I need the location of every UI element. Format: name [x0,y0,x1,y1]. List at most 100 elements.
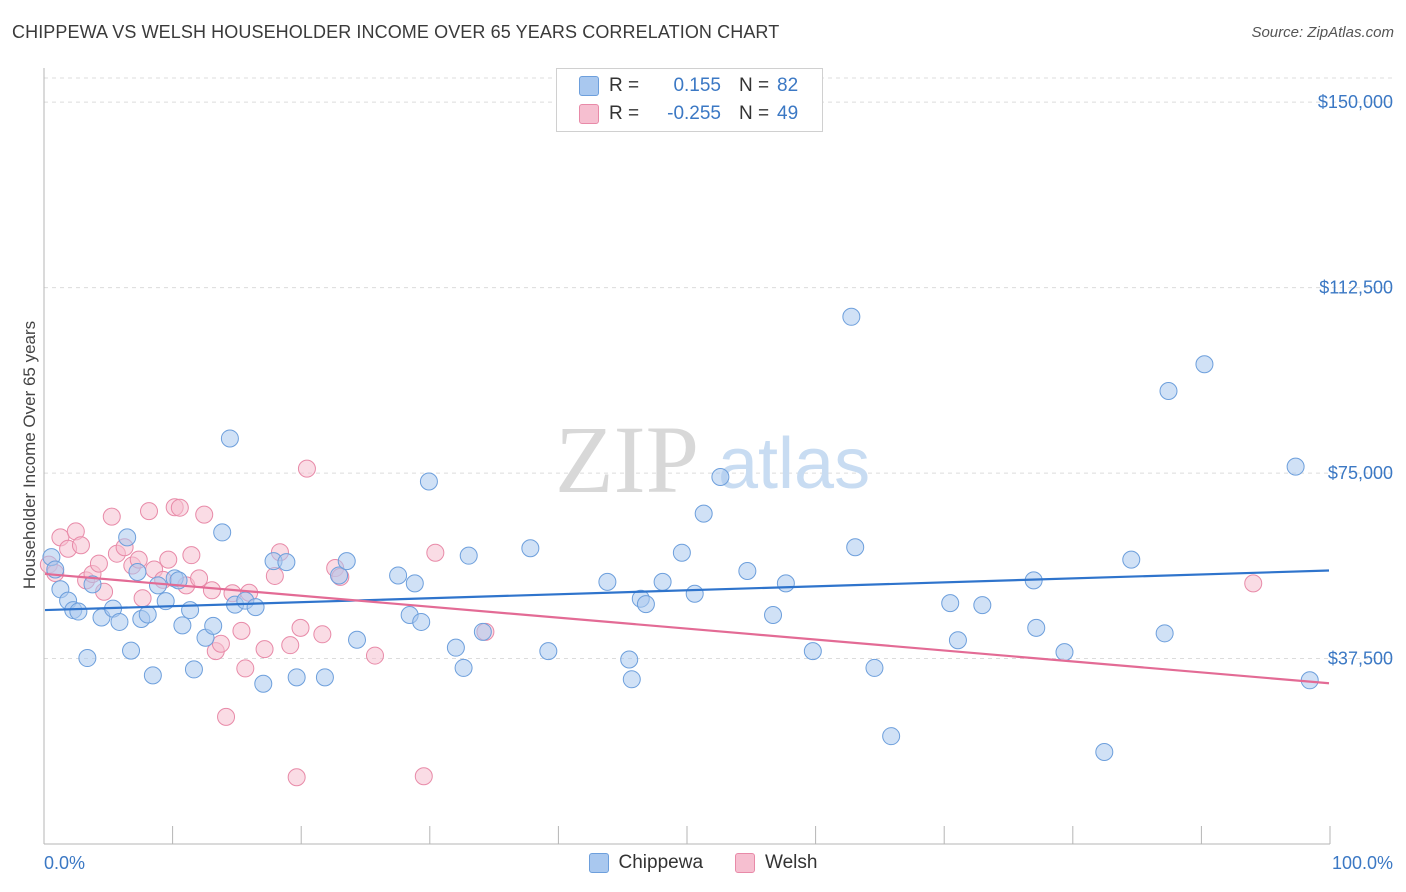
chippewa-point[interactable] [1155,624,1174,643]
welsh-point[interactable] [291,618,310,637]
welsh-point[interactable] [211,634,230,653]
legend-item-chippewa[interactable]: Chippewa [588,852,704,874]
legend-label: Chippewa [618,852,704,873]
chippewa-point[interactable] [1095,743,1114,762]
chippewa-point[interactable] [672,543,691,562]
chippewa-point[interactable] [405,574,424,593]
chippewa-trend-line [44,569,1330,612]
chippewa-point[interactable] [143,666,162,685]
chippewa-point[interactable] [220,429,239,448]
welsh-point[interactable] [281,636,300,655]
legend-item-welsh[interactable]: Welsh [735,852,817,874]
welsh-point[interactable] [236,659,255,678]
welsh-point[interactable] [313,625,332,644]
chippewa-point[interactable] [148,576,167,595]
chippewa-point[interactable] [78,649,97,668]
chippewa-point[interactable] [348,630,367,649]
chippewa-point[interactable] [711,468,730,487]
chippewa-point[interactable] [1055,643,1074,662]
chippewa-point[interactable] [337,552,356,571]
chippewa-point[interactable] [1159,381,1178,400]
chippewa-point[interactable] [1195,355,1214,374]
welsh-point[interactable] [1244,574,1263,593]
welsh-point[interactable] [182,546,201,565]
chippewa-point[interactable] [173,616,192,635]
welsh-point[interactable] [365,646,384,665]
welsh-point[interactable] [190,569,209,588]
chippewa-point[interactable] [315,668,334,687]
welsh-point[interactable] [71,536,90,555]
chippewa-point[interactable] [118,528,137,547]
axes [43,68,1331,845]
chippewa-point[interactable] [865,658,884,677]
chippewa-point[interactable] [473,622,492,641]
chippewa-point[interactable] [128,562,147,581]
chippewa-point[interactable] [254,674,273,693]
chippewa-point[interactable] [330,566,349,585]
n-label: N = [739,75,770,96]
y-tick-label: $112,500 [1319,278,1393,298]
chippewa-point[interactable] [764,606,783,625]
chippewa-point[interactable] [83,575,102,594]
welsh-point[interactable] [255,640,274,659]
chippewa-point[interactable] [204,616,223,635]
chippewa-point[interactable] [738,561,757,580]
chippewa-point[interactable] [419,472,438,491]
chippewa-point[interactable] [454,658,473,677]
welsh-point[interactable] [287,768,306,787]
chippewa-point[interactable] [941,594,960,613]
chippewa-point[interactable] [277,553,296,572]
chippewa-point[interactable] [122,641,141,660]
welsh-point[interactable] [202,581,221,600]
chippewa-point[interactable] [389,566,408,585]
series-legend: Chippewa Welsh [0,852,1406,874]
chippewa-point[interactable] [694,504,713,523]
chippewa-point[interactable] [620,650,639,669]
chippewa-point[interactable] [803,642,822,661]
chippewa-point[interactable] [287,668,306,687]
chippewa-point[interactable] [69,602,88,621]
welsh-point[interactable] [102,507,121,526]
chippewa-point[interactable] [653,572,672,591]
chippewa-point[interactable] [539,642,558,661]
chippewa-point[interactable] [184,660,203,679]
welsh-point[interactable] [414,767,433,786]
chippewa-point[interactable] [598,572,617,591]
chippewa-point[interactable] [622,670,641,689]
chippewa-point[interactable] [521,539,540,558]
chippewa-point[interactable] [446,638,465,657]
welsh-point[interactable] [159,550,178,569]
chippewa-point[interactable] [882,727,901,746]
welsh-point[interactable] [297,459,316,478]
chippewa-point[interactable] [842,307,861,326]
welsh-point[interactable] [195,505,214,524]
chippewa-point[interactable] [412,612,431,631]
trend-lines [44,569,1330,685]
n-value: 82 [777,75,799,96]
tick-labels: $37,500 $75,000 $112,500 $150,000 0.0% 100.0% [44,92,1393,873]
legend-row-chippewa: R = 0.155 N = 82 [579,73,798,99]
chippewa-point[interactable] [685,584,704,603]
chippewa-point[interactable] [138,605,157,624]
welsh-point[interactable] [170,498,189,517]
chippewa-point[interactable] [459,546,478,565]
welsh-point[interactable] [89,554,108,573]
chippewa-point[interactable] [246,598,265,617]
chippewa-point[interactable] [636,595,655,614]
welsh-point[interactable] [217,707,236,726]
y-tick-label: $37,500 [1328,649,1393,669]
chippewa-point[interactable] [948,631,967,650]
chippewa-point[interactable] [181,601,200,620]
chippewa-point[interactable] [1122,550,1141,569]
chippewa-point[interactable] [776,574,795,593]
chippewa-point[interactable] [1027,618,1046,637]
welsh-point[interactable] [140,502,159,521]
chippewa-point[interactable] [973,596,992,615]
welsh-point[interactable] [232,621,251,640]
chippewa-point[interactable] [846,538,865,557]
chippewa-point[interactable] [1286,457,1305,476]
welsh-point[interactable] [426,543,445,562]
chippewa-point[interactable] [213,523,232,542]
welsh-point[interactable] [133,589,152,608]
chippewa-point[interactable] [110,612,129,631]
